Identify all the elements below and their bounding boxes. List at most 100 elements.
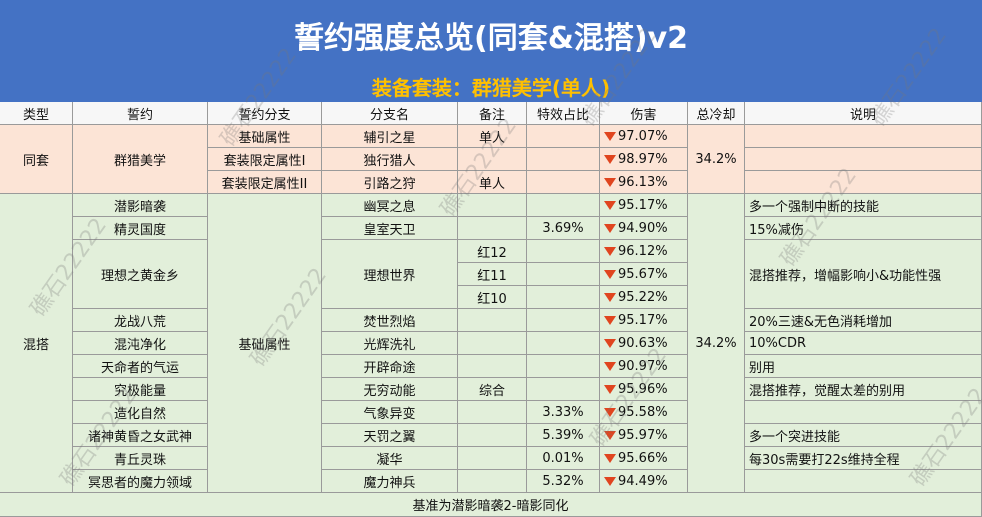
damage-text: 96.13% [618, 174, 668, 190]
column-header: 特效占比 [527, 102, 600, 125]
table-cell: 套装限定属性I [208, 148, 322, 171]
down-arrow [604, 246, 616, 256]
table-cell: 97.07% [600, 125, 688, 148]
table-cell: 究极能量 [73, 378, 208, 401]
table-cell: 凝华 [322, 447, 458, 470]
table-cell: 套装限定属性II [208, 171, 322, 194]
table-cell: 龙战八荒 [73, 309, 208, 332]
table-cell: 红11 [458, 263, 527, 286]
damage-text: 97.07% [618, 128, 668, 144]
column-header: 说明 [745, 102, 982, 125]
table-cell [458, 424, 527, 447]
table-cell: 潜影暗袭 [73, 194, 208, 217]
table-cell: 混沌净化 [73, 332, 208, 355]
table-cell: 基础属性 [208, 125, 322, 148]
table-cell: 95.22% [600, 286, 688, 309]
damage-text: 95.96% [618, 381, 668, 397]
table-cell: 10%CDR [745, 332, 982, 355]
table-cell: 95.96% [600, 378, 688, 401]
down-arrow [604, 476, 616, 486]
down-arrow [604, 223, 616, 233]
title: 誓约强度总览(同套&混搭)v2 [0, 0, 982, 71]
damage-text: 95.17% [618, 197, 668, 213]
column-header: 誓约 [73, 102, 208, 125]
table-cell [745, 470, 982, 493]
table-cell: 皇室天卫 [322, 217, 458, 240]
damage-text: 96.12% [618, 243, 668, 259]
table-cell: 95.66% [600, 447, 688, 470]
down-arrow [604, 177, 616, 187]
table-cell [458, 309, 527, 332]
table-cell [527, 332, 600, 355]
table-cell [527, 309, 600, 332]
table-cell [458, 447, 527, 470]
table-cell: 95.67% [600, 263, 688, 286]
down-arrow [604, 292, 616, 302]
down-arrow [604, 384, 616, 394]
down-arrow [604, 361, 616, 371]
table-cell: 同套 [0, 125, 73, 194]
column-header: 分支名 [322, 102, 458, 125]
table-cell: 综合 [458, 378, 527, 401]
table-cell: 3.33% [527, 401, 600, 424]
table-cell [458, 332, 527, 355]
column-header: 伤害 [600, 102, 688, 125]
table-cell [527, 240, 600, 263]
table-cell: 多一个强制中断的技能 [745, 194, 982, 217]
table-cell: 天命者的气运 [73, 355, 208, 378]
table-cell: 20%三速&无色消耗增加 [745, 309, 982, 332]
table-cell: 天罚之翼 [322, 424, 458, 447]
table-cell: 别用 [745, 355, 982, 378]
table-cell: 5.39% [527, 424, 600, 447]
damage-text: 95.22% [618, 289, 668, 305]
table-cell [458, 217, 527, 240]
table-cell [527, 148, 600, 171]
table-cell: 每30s需要打22s维持全程 [745, 447, 982, 470]
table-cell: 群猎美学 [73, 125, 208, 194]
table-cell [458, 194, 527, 217]
damage-text: 95.17% [618, 312, 668, 328]
down-arrow [604, 200, 616, 210]
damage-text: 95.58% [618, 404, 668, 420]
table-cell: 基础属性 [208, 194, 322, 493]
damage-text: 90.97% [618, 358, 668, 374]
table-cell: 98.97% [600, 148, 688, 171]
table-cell: 魔力神兵 [322, 470, 458, 493]
table-cell: 单人 [458, 125, 527, 148]
table-cell: 95.58% [600, 401, 688, 424]
table-cell [527, 125, 600, 148]
table-cell: 无穷动能 [322, 378, 458, 401]
damage-text: 90.63% [618, 335, 668, 351]
down-arrow [604, 315, 616, 325]
table-cell [458, 148, 527, 171]
table-cell: 精灵国度 [73, 217, 208, 240]
damage-text: 94.49% [618, 473, 668, 489]
table-cell: 15%减伤 [745, 217, 982, 240]
table-cell: 幽冥之息 [322, 194, 458, 217]
down-arrow [604, 407, 616, 417]
table-cell: 90.97% [600, 355, 688, 378]
table-cell: 理想世界 [322, 240, 458, 309]
table-cell: 95.17% [600, 309, 688, 332]
table-cell [745, 148, 982, 171]
table-cell [527, 378, 600, 401]
table-cell [745, 125, 982, 148]
column-header: 总冷却 [688, 102, 745, 125]
subtitle: 装备套装：群猎美学(单人) [0, 70, 982, 103]
table-cell: 单人 [458, 171, 527, 194]
table-cell: 90.63% [600, 332, 688, 355]
table-cell: 94.90% [600, 217, 688, 240]
down-arrow [604, 338, 616, 348]
table-cell [527, 171, 600, 194]
table-cell [745, 401, 982, 424]
table-cell: 混搭 [0, 194, 73, 493]
table-cell: 3.69% [527, 217, 600, 240]
table-cell: 辅引之星 [322, 125, 458, 148]
damage-text: 95.67% [618, 266, 668, 282]
table-cell: 光辉洗礼 [322, 332, 458, 355]
table-cell: 造化自然 [73, 401, 208, 424]
table-cell: 5.32% [527, 470, 600, 493]
table-cell: 红10 [458, 286, 527, 309]
table-cell: 青丘灵珠 [73, 447, 208, 470]
